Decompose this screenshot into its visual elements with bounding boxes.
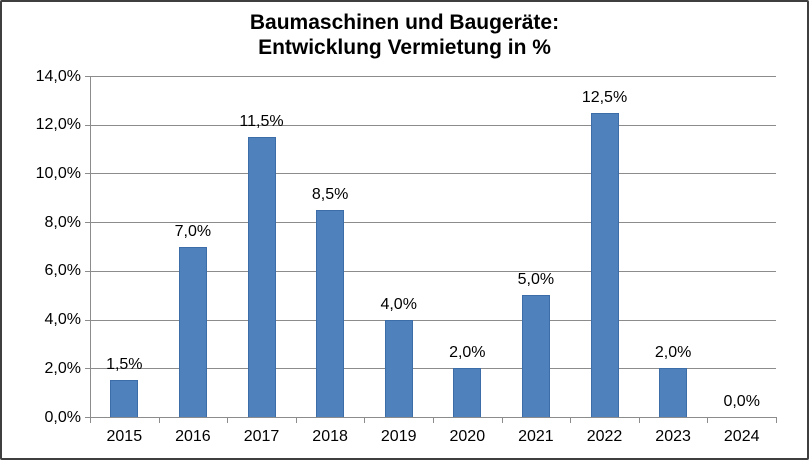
chart-title-line2: Entwicklung Vermietung in % xyxy=(258,36,551,59)
bar xyxy=(453,368,482,417)
x-tick-label: 2015 xyxy=(106,428,143,445)
x-tick-label: 2017 xyxy=(243,428,280,445)
bar xyxy=(521,295,550,417)
x-axis-tick xyxy=(570,417,572,423)
y-axis-tick xyxy=(85,319,90,321)
x-tick-label: 2022 xyxy=(586,428,623,445)
y-tick-label: 0,0% xyxy=(44,408,81,426)
bar xyxy=(247,136,276,417)
x-tick-label: 2018 xyxy=(312,428,348,445)
y-axis-tick xyxy=(85,222,90,224)
y-tick-label: 10,0% xyxy=(35,164,81,182)
bar-value-label: 11,5% xyxy=(239,112,284,130)
gridline xyxy=(90,270,776,272)
gridline xyxy=(90,368,776,370)
bar-value-label: 8,5% xyxy=(311,185,349,203)
bar-value-label: 12,5% xyxy=(581,88,628,106)
x-axis-tick xyxy=(501,417,503,423)
bar-value-label: 7,0% xyxy=(174,222,212,240)
x-tick-label: 2016 xyxy=(175,428,211,445)
bar-value-label: 0,0% xyxy=(723,393,760,410)
bar-value-label: 1,5% xyxy=(106,356,143,374)
gridline xyxy=(90,222,776,224)
x-axis-tick xyxy=(295,417,297,423)
bar-value-label: 4,0% xyxy=(380,295,417,313)
gridline xyxy=(90,319,776,321)
bar xyxy=(110,380,139,417)
bar-value-label: 2,0% xyxy=(449,344,486,362)
x-tick-label: 2019 xyxy=(380,428,417,445)
bar xyxy=(316,209,345,417)
y-tick-label: 12,0% xyxy=(35,116,81,134)
y-tick-label: 14,0% xyxy=(35,67,81,85)
x-tick-label: 2021 xyxy=(518,428,554,445)
y-axis-tick xyxy=(85,124,90,126)
y-axis-tick xyxy=(85,368,90,370)
x-axis-tick xyxy=(227,417,229,423)
bar xyxy=(590,112,619,417)
x-tick-label: 2024 xyxy=(723,428,760,445)
x-axis-tick xyxy=(776,417,777,423)
x-axis-tick xyxy=(90,417,91,423)
bar-value-label: 2,0% xyxy=(654,344,692,362)
y-tick-label: 4,0% xyxy=(44,311,81,329)
y-axis-tick xyxy=(85,417,90,418)
chart-title: Baumaschinen und Baugeräte: Entwicklung … xyxy=(2,10,807,60)
gridline xyxy=(90,124,776,126)
x-axis-tick xyxy=(158,417,160,423)
x-axis-tick xyxy=(638,417,640,423)
x-axis-tick xyxy=(364,417,366,423)
x-tick-label: 2020 xyxy=(449,428,486,445)
chart-title-line1: Baumaschinen und Baugeräte: xyxy=(249,11,560,34)
gridline xyxy=(90,76,776,77)
y-tick-label: 2,0% xyxy=(44,359,81,377)
x-axis-tick xyxy=(433,417,434,423)
y-axis-tick xyxy=(85,270,90,272)
bar-value-label: 5,0% xyxy=(517,271,555,289)
bar xyxy=(659,368,688,417)
y-axis xyxy=(90,76,91,423)
y-tick-label: 6,0% xyxy=(44,262,81,280)
y-tick-label: 8,0% xyxy=(44,213,81,231)
x-axis-tick xyxy=(707,417,709,423)
bar xyxy=(178,246,207,417)
gridline xyxy=(90,173,776,175)
x-tick-label: 2023 xyxy=(655,428,691,445)
bar xyxy=(384,319,413,417)
y-axis-tick xyxy=(85,76,90,77)
y-axis-tick xyxy=(85,173,90,175)
